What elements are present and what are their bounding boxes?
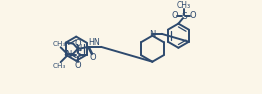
- Text: O: O: [89, 53, 96, 63]
- Text: S: S: [181, 12, 187, 21]
- Text: CH₃: CH₃: [177, 1, 191, 9]
- Text: N: N: [75, 44, 82, 53]
- Text: CH₃: CH₃: [53, 41, 66, 47]
- Text: O: O: [190, 11, 196, 20]
- Text: N: N: [65, 50, 71, 59]
- Text: O: O: [75, 39, 81, 48]
- Text: O: O: [75, 61, 81, 70]
- Text: S: S: [75, 50, 81, 59]
- Text: CH₃: CH₃: [53, 63, 66, 69]
- Text: N: N: [149, 30, 156, 39]
- Text: O: O: [171, 11, 178, 20]
- Text: HN: HN: [89, 38, 100, 47]
